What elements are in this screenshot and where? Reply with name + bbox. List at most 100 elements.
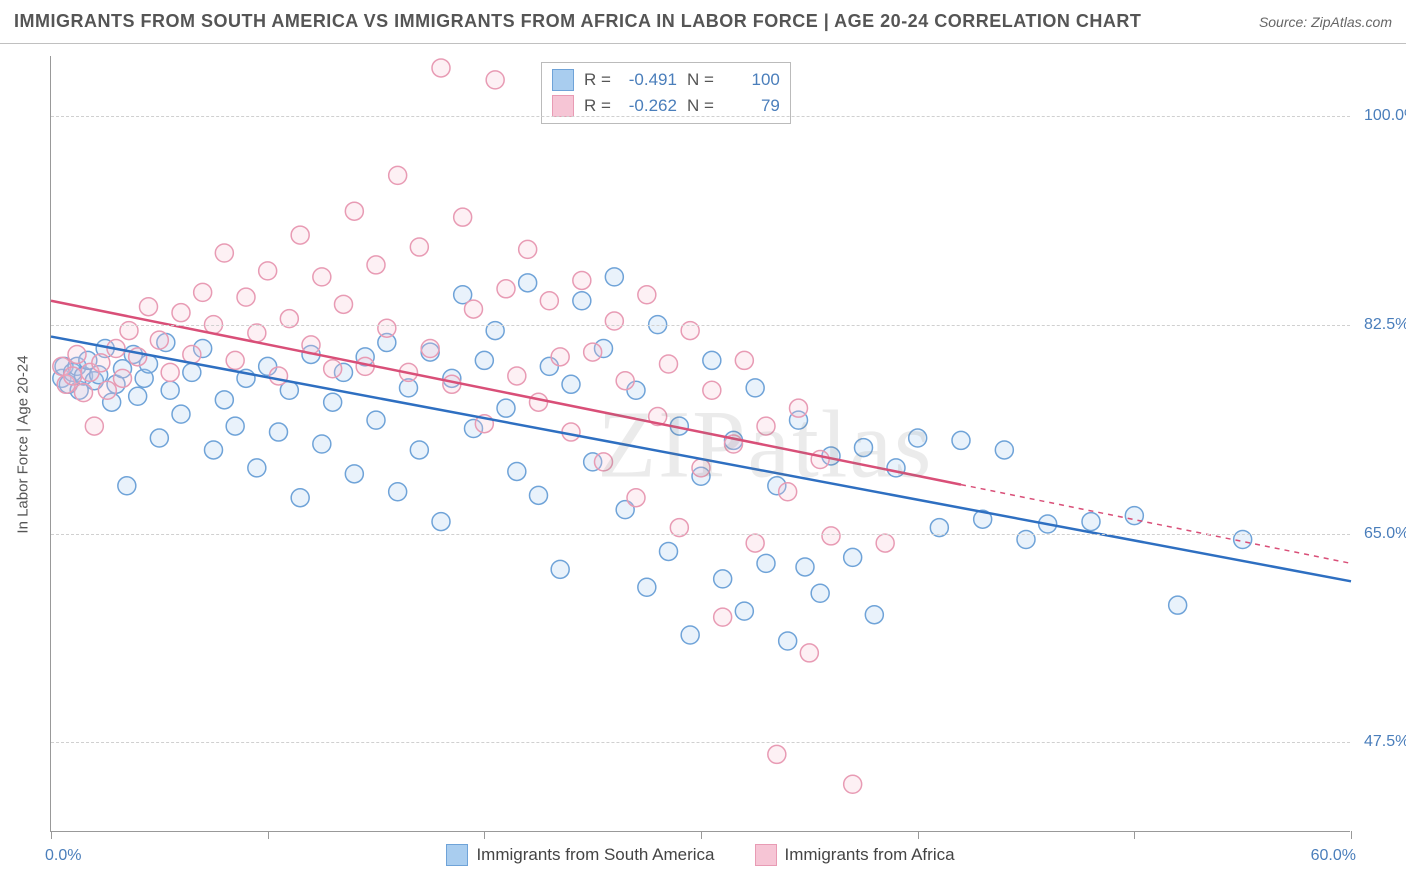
trend-line <box>51 337 1351 582</box>
data-point <box>909 429 927 447</box>
data-point <box>475 351 493 369</box>
data-point <box>194 283 212 301</box>
data-point <box>714 608 732 626</box>
data-point <box>335 295 353 313</box>
data-point <box>735 351 753 369</box>
data-point <box>865 606 883 624</box>
data-point <box>822 527 840 545</box>
data-point <box>887 459 905 477</box>
data-point <box>118 477 136 495</box>
n-label-1: N = <box>687 96 714 116</box>
r-value-1: -0.262 <box>621 96 677 116</box>
data-point <box>410 441 428 459</box>
r-label-0: R = <box>584 70 611 90</box>
data-point <box>855 439 873 457</box>
data-point <box>551 348 569 366</box>
y-tick-label: 82.5% <box>1354 316 1406 334</box>
data-point <box>757 554 775 572</box>
data-point <box>573 292 591 310</box>
n-value-1: 79 <box>724 96 780 116</box>
data-point <box>660 355 678 373</box>
data-point <box>952 431 970 449</box>
y-axis-label-container: In Labor Force | Age 20-24 <box>8 56 38 832</box>
data-point <box>796 558 814 576</box>
legend-label-0: Immigrants from South America <box>476 845 714 865</box>
data-point <box>324 360 342 378</box>
x-max-label: 60.0% <box>1311 847 1356 865</box>
data-point <box>1125 507 1143 525</box>
data-point <box>345 465 363 483</box>
data-point <box>259 262 277 280</box>
data-point <box>291 226 309 244</box>
data-point <box>790 399 808 417</box>
data-point <box>530 486 548 504</box>
data-point <box>183 363 201 381</box>
series-legend: Immigrants from South America Immigrants… <box>51 844 1350 866</box>
data-point <box>161 381 179 399</box>
data-point <box>98 381 116 399</box>
swatch-series-1 <box>552 95 574 117</box>
chart-header: IMMIGRANTS FROM SOUTH AMERICA VS IMMIGRA… <box>0 0 1406 44</box>
x-tick <box>701 831 702 839</box>
data-point <box>497 399 515 417</box>
data-point <box>703 351 721 369</box>
data-point <box>421 339 439 357</box>
data-point <box>324 393 342 411</box>
data-point <box>205 441 223 459</box>
data-point <box>248 324 266 342</box>
correlation-row-0: R = -0.491 N = 100 <box>552 67 780 93</box>
grid-line <box>51 325 1350 326</box>
data-point <box>150 331 168 349</box>
data-point <box>129 387 147 405</box>
data-point <box>248 459 266 477</box>
legend-label-1: Immigrants from Africa <box>785 845 955 865</box>
chart-plot-area: R = -0.491 N = 100 R = -0.262 N = 79 ZIP… <box>50 56 1350 832</box>
data-point <box>1082 513 1100 531</box>
data-point <box>410 238 428 256</box>
n-value-0: 100 <box>724 70 780 90</box>
data-point <box>551 560 569 578</box>
source-attribution: Source: ZipAtlas.com <box>1259 14 1392 30</box>
data-point <box>844 548 862 566</box>
data-point <box>562 375 580 393</box>
data-point <box>681 626 699 644</box>
swatch-series-0 <box>552 69 574 91</box>
data-point <box>627 489 645 507</box>
chart-title: IMMIGRANTS FROM SOUTH AMERICA VS IMMIGRA… <box>14 11 1141 32</box>
data-point <box>768 745 786 763</box>
data-point <box>443 375 461 393</box>
data-point <box>140 298 158 316</box>
data-point <box>378 319 396 337</box>
data-point <box>270 423 288 441</box>
legend-swatch-1 <box>755 844 777 866</box>
y-tick-label: 65.0% <box>1354 525 1406 543</box>
data-point <box>172 405 190 423</box>
data-point <box>703 381 721 399</box>
data-point <box>746 379 764 397</box>
data-point <box>237 288 255 306</box>
x-tick <box>484 831 485 839</box>
trend-line-dashed <box>961 485 1351 564</box>
data-point <box>584 343 602 361</box>
x-tick <box>1134 831 1135 839</box>
data-point <box>75 384 93 402</box>
data-point <box>432 513 450 531</box>
data-point <box>345 202 363 220</box>
grid-line <box>51 742 1350 743</box>
x-tick <box>1351 831 1352 839</box>
data-point <box>605 312 623 330</box>
x-tick <box>268 831 269 839</box>
legend-item-1: Immigrants from Africa <box>755 844 955 866</box>
data-point <box>779 632 797 650</box>
correlation-legend: R = -0.491 N = 100 R = -0.262 N = 79 <box>541 62 791 124</box>
legend-swatch-0 <box>446 844 468 866</box>
data-point <box>172 304 190 322</box>
data-point <box>811 584 829 602</box>
data-point <box>638 578 656 596</box>
data-point <box>714 570 732 588</box>
data-point <box>519 240 537 258</box>
data-point <box>313 268 331 286</box>
data-point <box>215 244 233 262</box>
data-point <box>735 602 753 620</box>
chart-svg <box>51 56 1350 831</box>
